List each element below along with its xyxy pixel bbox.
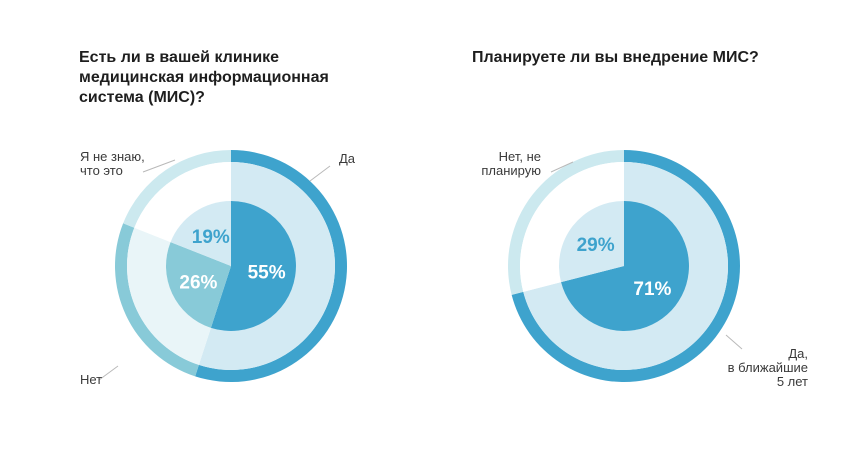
donut-chart-clinic-mis: 55% 26% 19% Да Нет Я не знаю, что это: [80, 149, 356, 387]
chart-panel-plan-mis: Планируете ли вы внедрение МИС? 71% 29% Да…: [428, 0, 856, 457]
fill-ring-segment: [126, 227, 211, 365]
fill-ring: [126, 162, 335, 370]
outer-ring-segment: [123, 150, 231, 228]
fill-ring-segment: [520, 162, 624, 292]
outer-ring: [115, 149, 348, 382]
pie-slice: [558, 201, 624, 283]
fill-ring-segment: [134, 162, 231, 243]
fill-ring: [520, 162, 729, 370]
inner-pie: [165, 201, 296, 332]
slice-category-label: Я не знаю, что это: [80, 149, 145, 178]
slice-percent-label: 55%: [248, 263, 286, 284]
outer-ring: [507, 149, 740, 383]
pie-slice: [210, 201, 296, 332]
percent-labels: 55% 26% 19%: [179, 227, 285, 293]
slice-percent-label: 29%: [577, 235, 615, 256]
leader-line: [309, 165, 331, 182]
slice-category-label: Нет, не планирую: [481, 149, 541, 178]
chart-panel-clinic-mis: Есть ли в вашей клинике медицинская инфо…: [79, 49, 356, 387]
slice-category-label: Да, в ближайшие 5 лет: [728, 346, 808, 389]
fill-ring-segment: [198, 162, 335, 370]
leader-line: [725, 334, 743, 350]
chart-title: Есть ли в вашей клинике медицинская инфо…: [79, 49, 329, 106]
percent-labels: 71% 29%: [577, 235, 672, 300]
outer-ring-segment: [115, 223, 199, 377]
leader-line: [142, 159, 176, 173]
slice-percent-label: 19%: [192, 227, 230, 248]
slice-category-label: Да: [339, 151, 356, 166]
chart-title: Планируете ли вы внедрение МИС?: [472, 49, 759, 66]
pie-slice: [561, 201, 689, 332]
pie-slice: [170, 201, 231, 266]
pie-slice: [165, 242, 231, 328]
slice-labels: Да, в ближайшие 5 лет Нет, не планирую: [481, 149, 808, 389]
fill-ring-segment: [523, 162, 729, 370]
donut-chart-plan-mis: 71% 29% Да, в ближайшие 5 лет Нет, не планирую: [481, 149, 808, 389]
outer-ring-segment: [507, 149, 624, 295]
slice-percent-label: 71%: [633, 279, 671, 300]
slice-labels: Да Нет Я не знаю, что это: [80, 149, 356, 387]
slice-category-label: Нет: [80, 372, 102, 387]
inner-pie: [558, 201, 689, 332]
leader-line: [550, 161, 574, 173]
leader-line: [98, 365, 119, 381]
slice-percent-label: 26%: [179, 272, 217, 293]
